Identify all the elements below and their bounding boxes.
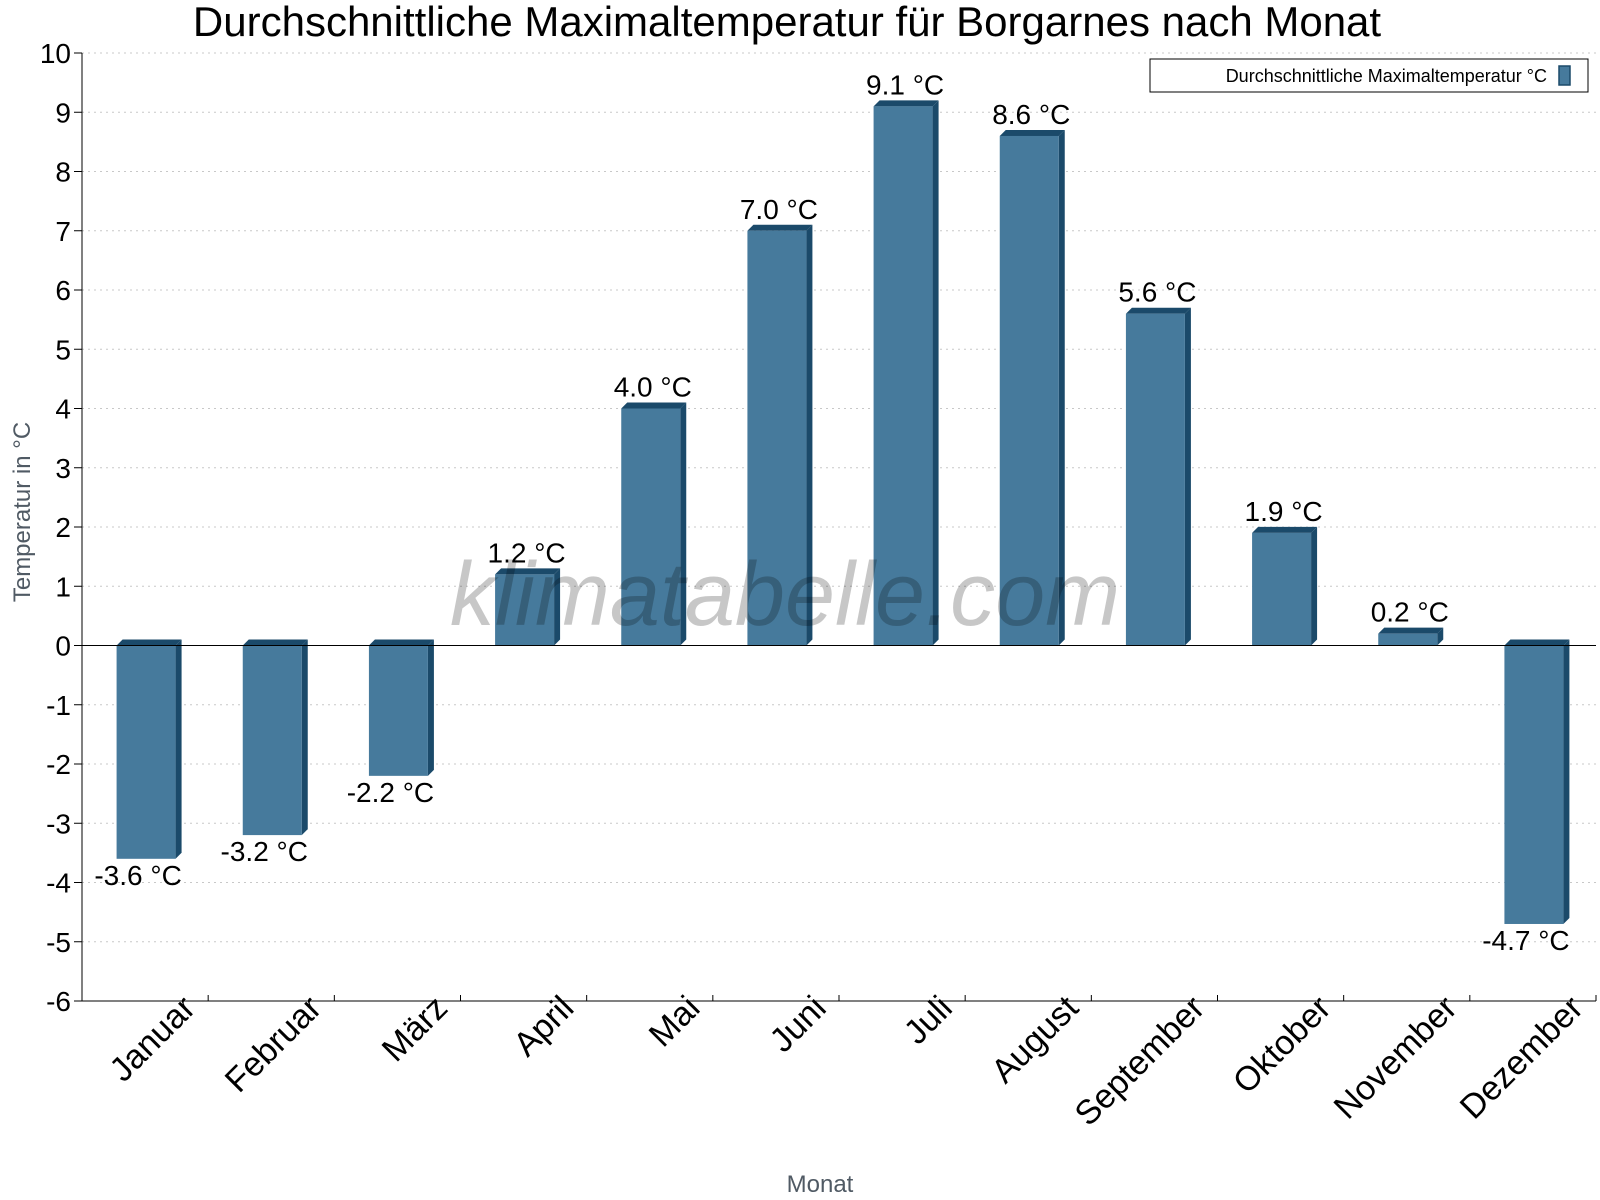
data-label: 0.2 °C	[1371, 597, 1449, 628]
bar	[621, 408, 681, 646]
bar-side	[1437, 627, 1444, 646]
y-tick-label: -1	[46, 690, 71, 721]
bar	[242, 645, 302, 836]
bar-side	[175, 639, 182, 859]
y-axis-title: Temperatur in °C	[9, 422, 36, 602]
data-label: -3.2 °C	[221, 836, 308, 867]
y-tick-label: -4	[46, 868, 71, 899]
bar	[873, 106, 933, 646]
y-tick-label: 8	[55, 157, 71, 188]
bar-side	[554, 568, 561, 646]
y-tick-label: 5	[55, 334, 71, 365]
y-tick-label: 3	[55, 453, 71, 484]
bar-side	[427, 639, 434, 776]
data-label: 1.9 °C	[1245, 496, 1323, 527]
y-tick-label: 7	[55, 216, 71, 247]
data-label: -4.7 °C	[1482, 925, 1569, 956]
bar-side	[1311, 526, 1318, 646]
y-tick-label: -6	[46, 986, 71, 1017]
bar	[495, 574, 555, 646]
bar-side	[1184, 307, 1191, 646]
data-label: 5.6 °C	[1118, 277, 1196, 308]
bar	[116, 645, 176, 859]
bar-top	[999, 129, 1065, 136]
bar-side	[1058, 129, 1065, 646]
x-tick-label: September	[1068, 989, 1212, 1133]
legend-box	[1149, 58, 1589, 93]
bar-top	[368, 639, 434, 646]
bar	[999, 135, 1059, 646]
bar-side	[932, 100, 939, 646]
x-tick-label: Januar	[102, 989, 202, 1089]
bar-side	[301, 639, 308, 836]
x-axis-title: Monat	[787, 1171, 854, 1198]
data-label: 4.0 °C	[614, 372, 692, 403]
bar	[368, 645, 428, 776]
data-label: 7.0 °C	[740, 194, 818, 225]
bar-top	[1378, 627, 1444, 634]
grid-lines	[82, 52, 1596, 1002]
data-label: 8.6 °C	[992, 99, 1070, 130]
x-tick-label: Februar	[218, 989, 329, 1100]
bar-top	[1504, 639, 1570, 646]
x-tick-label: August	[984, 988, 1086, 1090]
y-tick-label: -5	[46, 927, 71, 958]
bar-top	[116, 639, 182, 646]
y-tick-label: 6	[55, 275, 71, 306]
bar-top	[621, 402, 687, 409]
y-tick-label: -3	[46, 808, 71, 839]
y-tick-label: 2	[55, 512, 71, 543]
bar-top	[1125, 307, 1191, 314]
x-tick-label: April	[506, 989, 581, 1064]
bar-side	[1563, 639, 1570, 924]
data-label: 1.2 °C	[488, 537, 566, 568]
y-tick-label: 4	[55, 394, 71, 425]
bar	[1378, 633, 1438, 646]
x-tick-label: Dezember	[1453, 989, 1591, 1127]
bar-top	[873, 100, 939, 107]
bar	[747, 230, 807, 646]
y-tick-label: 1	[55, 571, 71, 602]
bar-side	[806, 224, 813, 646]
watermark: klimatabelle.com	[450, 545, 1120, 645]
y-tick-label: 0	[55, 631, 71, 662]
legend-swatch	[1558, 65, 1571, 86]
value-labels: -3.6 °C -3.2 °C -2.2 °C 1.2 °C 4.0 °C 7.0 °C 9…	[94, 69, 1569, 956]
x-tick-label: Oktober	[1226, 989, 1338, 1101]
y-tick-label: -2	[46, 749, 71, 780]
bar	[1252, 532, 1312, 646]
bar-top	[495, 568, 561, 575]
x-tick-label: Mai	[642, 989, 708, 1055]
bar	[1125, 313, 1185, 646]
legend: Durchschnittliche Maximaltemperatur °C	[1149, 58, 1589, 93]
data-label: -3.6 °C	[94, 860, 181, 891]
y-tick-label: 10	[40, 38, 71, 69]
legend-label: Durchschnittliche Maximaltemperatur °C	[1226, 66, 1547, 86]
bar-side	[680, 402, 687, 646]
y-tick-label: 9	[55, 97, 71, 128]
data-label: -2.2 °C	[347, 777, 434, 808]
bar-top	[747, 224, 813, 231]
x-tick-label: November	[1327, 989, 1465, 1127]
bars	[82, 100, 1596, 924]
chart-title: Durchschnittliche Maximaltemperatur für …	[193, 0, 1382, 45]
bar-top	[242, 639, 308, 646]
bar	[1504, 645, 1564, 924]
x-tick-label: Juni	[763, 989, 834, 1060]
data-label: 9.1 °C	[866, 69, 944, 100]
x-tick-label: Juli	[897, 989, 960, 1052]
bar-top	[1252, 526, 1318, 533]
